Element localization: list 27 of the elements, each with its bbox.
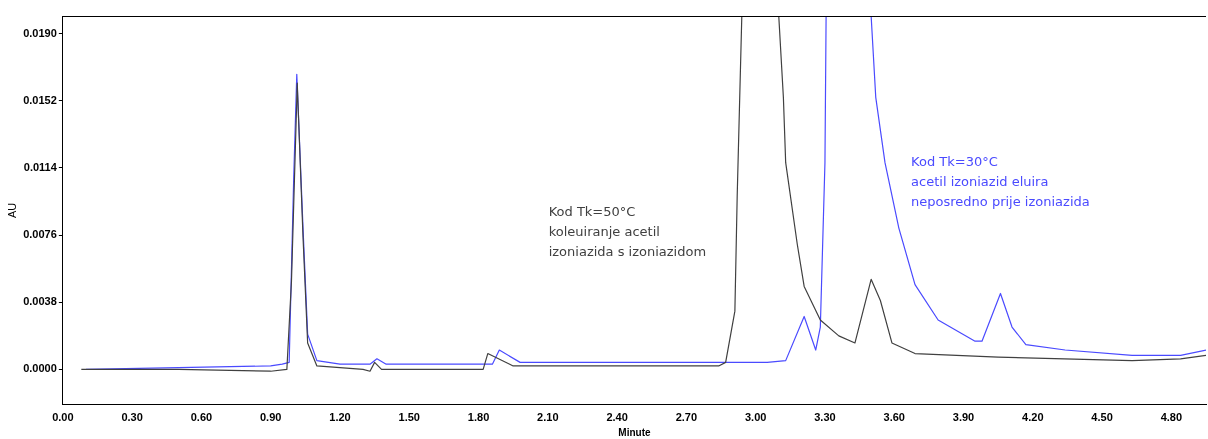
x-tick-label: 0.90 — [259, 411, 282, 424]
x-tick-label: 3.30 — [814, 411, 836, 424]
annotation: Kod Tk=50°C koleuiranje acetil izoniazida s izoniazidom — [548, 204, 707, 260]
y-tick-label: 0.0152 — [23, 93, 57, 106]
x-tick-label: 2.70 — [675, 411, 698, 424]
x-tick-label: 1.80 — [467, 411, 490, 424]
x-tick-label: 0.60 — [190, 411, 213, 424]
y-tick-label: 0.0038 — [23, 295, 57, 308]
y-tick-label: 0.0190 — [23, 26, 57, 39]
y-tick-label: 0.0076 — [23, 228, 57, 241]
x-tick-label: 4.80 — [1160, 411, 1183, 424]
x-tick-label: 4.20 — [1022, 411, 1044, 424]
y-tick-label: 0.0000 — [23, 362, 57, 375]
x-tick-label: 3.60 — [883, 411, 905, 424]
x-tick-label: 2.40 — [606, 411, 628, 424]
annotation: Kod Tk=30°C acetil izoniazid eluira neposredno prije izoniazida — [911, 153, 1090, 209]
x-tick-label: 3.90 — [952, 411, 975, 424]
x-tick-label: 1.50 — [398, 411, 420, 424]
x-tick-label: 0.30 — [121, 411, 143, 424]
x-tick-label: 0.00 — [52, 411, 74, 424]
y-axis-title: AU — [5, 202, 18, 219]
x-tick-label: 2.10 — [537, 411, 559, 424]
x-tick-label: 4.50 — [1091, 411, 1113, 424]
x-tick-label: 1.20 — [329, 411, 351, 424]
y-tick-label: 0.0114 — [23, 161, 58, 174]
x-axis-title: Minute — [618, 426, 651, 438]
x-tick-label: 3.00 — [744, 411, 767, 424]
